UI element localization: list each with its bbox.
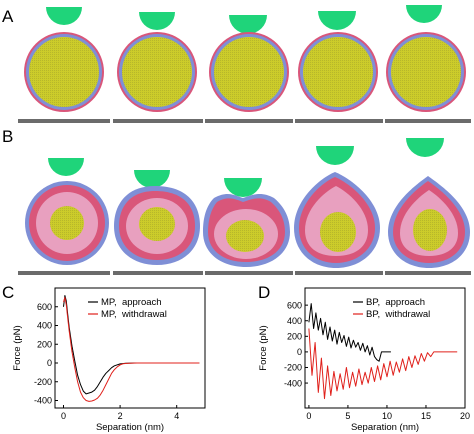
micelle-core-shape <box>226 220 264 252</box>
micelle-core-shape <box>139 207 175 241</box>
snapshot-b2 <box>114 170 200 265</box>
y-tick-label: -400 <box>284 378 302 388</box>
x-tick-label: 5 <box>345 411 350 421</box>
x-tick-label: 10 <box>382 411 392 421</box>
panel-label-b: B <box>2 127 13 146</box>
chart-d-ylabel: Force (pN) <box>258 325 269 370</box>
chart-c-ticks: -400 -200 0 200 400 600 0 2 4 <box>34 302 179 421</box>
chart-c-frame <box>54 287 206 409</box>
y-tick-label: 600 <box>287 300 302 310</box>
y-tick-label: 0 <box>47 358 52 368</box>
chart-d-frame <box>304 287 466 409</box>
x-tick-label: 15 <box>421 411 431 421</box>
panel-label-c: C <box>2 283 14 302</box>
micelle-core-shape <box>214 37 284 107</box>
y-tick-label: 200 <box>37 339 52 349</box>
chart-c-ylabel: Force (pN) <box>12 325 23 370</box>
x-tick-label: 0 <box>61 411 66 421</box>
afm-tip-shape <box>48 158 84 176</box>
afm-tip-shape <box>318 11 356 30</box>
micelle-core-shape <box>413 209 447 251</box>
y-tick-label: 200 <box>287 332 302 342</box>
afm-tip-shape <box>316 146 354 165</box>
scale-bars-a <box>18 119 471 123</box>
y-tick-label: 400 <box>287 316 302 326</box>
micelle-core-shape <box>303 37 373 107</box>
y-tick-label: -400 <box>34 396 52 406</box>
panel-label-d: D <box>258 283 270 302</box>
snapshot-b1 <box>25 158 109 265</box>
series-line-approach <box>308 303 391 362</box>
x-tick-label: 4 <box>174 411 179 421</box>
y-tick-label: 600 <box>37 302 52 312</box>
chart-d-series <box>308 303 458 400</box>
chart-d: -400 -200 0 200 400 600 0 5 10 15 20 BP, approach … <box>258 287 470 433</box>
legend-d-approach-label: BP, approach <box>366 297 425 308</box>
afm-tip-shape <box>134 170 170 188</box>
snapshot-a5 <box>386 5 466 112</box>
series-line-withdrawal <box>63 296 200 402</box>
y-tick-label: -200 <box>34 377 52 387</box>
chart-c-series <box>63 295 200 402</box>
y-tick-label: -200 <box>284 363 302 373</box>
afm-tip-shape <box>406 5 442 23</box>
afm-tip-shape <box>224 178 262 197</box>
micelle-core-shape <box>50 206 84 240</box>
chart-c: -400 -200 0 200 400 600 0 2 4 MP, approach MP, w… <box>12 287 206 433</box>
x-tick-label: 0 <box>306 411 311 421</box>
snapshot-a2 <box>117 12 197 112</box>
legend-d-withdrawal-label: BP, withdrawal <box>366 309 430 320</box>
snapshot-a1 <box>24 7 104 112</box>
y-tick-label: 400 <box>37 321 52 331</box>
series-line-withdrawal <box>308 328 458 400</box>
micelle-core-shape <box>29 37 99 107</box>
micelle-core-shape <box>122 37 192 107</box>
legend-c-withdrawal-label: MP, withdrawal <box>101 309 167 320</box>
micelle-core-shape <box>320 212 356 252</box>
afm-tip-shape <box>406 138 444 157</box>
afm-tip-shape <box>46 7 82 25</box>
snapshot-b5 <box>388 138 470 268</box>
panel-label-a: A <box>2 7 14 26</box>
panel-a-snapshots <box>18 5 471 123</box>
chart-d-xlabel: Separation (nm) <box>351 422 419 433</box>
chart-d-ticks: -400 -200 0 200 400 600 0 5 10 15 20 <box>284 300 470 421</box>
micelle-core-shape <box>391 37 461 107</box>
y-tick-label: 0 <box>297 347 302 357</box>
legend-c-approach-label: MP, approach <box>101 297 162 308</box>
snapshot-a3 <box>209 15 289 112</box>
snapshot-a4 <box>298 11 378 112</box>
scale-bars-b <box>18 271 471 275</box>
afm-tip-shape <box>229 15 267 34</box>
x-tick-label: 20 <box>460 411 470 421</box>
chart-c-xlabel: Separation (nm) <box>96 422 164 433</box>
afm-tip-shape <box>139 12 175 30</box>
snapshot-b3 <box>203 178 290 267</box>
x-tick-label: 2 <box>118 411 123 421</box>
panel-b-snapshots <box>18 138 471 275</box>
snapshot-b4 <box>294 146 380 268</box>
chart-c-legend: MP, approach MP, withdrawal <box>88 297 167 320</box>
chart-d-legend: BP, approach BP, withdrawal <box>353 297 430 320</box>
